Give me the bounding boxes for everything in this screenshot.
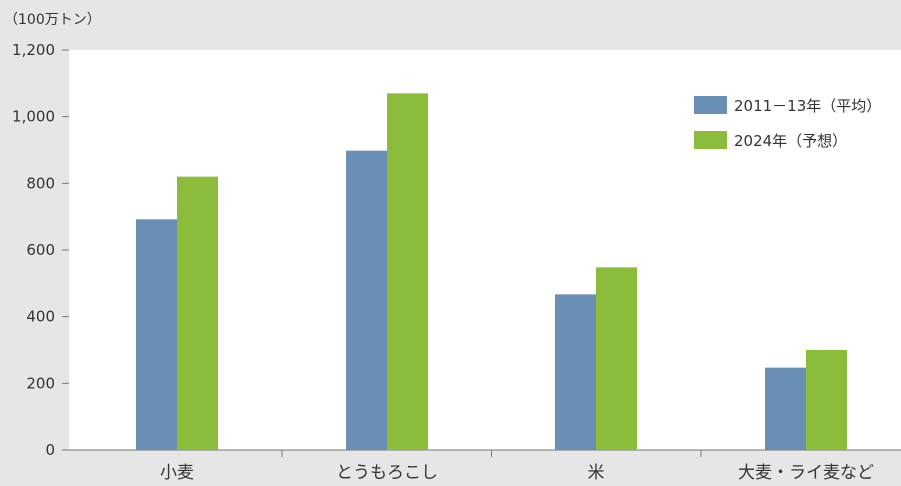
y-tick-label: 400: [26, 308, 55, 326]
x-category-label: 米: [588, 463, 605, 483]
x-category-label: 小麦: [160, 463, 194, 483]
bar-2-2: [387, 93, 428, 450]
x-category-label: 大麦・ライ麦など: [738, 463, 874, 483]
x-axis: 小麦 とうもろこし 米 大麦・ライ麦など: [160, 450, 874, 483]
y-tick-label: 800: [26, 174, 55, 192]
y-tick-label: 1,200: [12, 41, 55, 59]
y-tick-label: 600: [26, 241, 55, 259]
y-tick-label: 1,000: [12, 108, 55, 126]
y-axis: 0 200 400 600 800 1,000 1,200: [12, 41, 69, 459]
bar-1-1: [136, 219, 177, 450]
bar-2-1: [177, 176, 218, 450]
bar-1-4: [765, 367, 806, 450]
legend-swatch-1: [694, 96, 727, 114]
bar-series: [136, 93, 847, 450]
y-tick-label: 200: [26, 374, 55, 392]
bar-2-4: [806, 350, 847, 450]
x-category-label: とうもろこし: [336, 463, 438, 483]
legend-label-2: 2024年（予想）: [734, 132, 847, 150]
bar-1-3: [555, 294, 596, 450]
legend-swatch-2: [694, 131, 727, 149]
legend: 2011－13年（平均） 2024年（予想）: [694, 96, 881, 150]
bar-2-3: [596, 267, 637, 450]
y-unit-label: （100万トン）: [4, 12, 101, 28]
legend-label-1: 2011－13年（平均）: [734, 97, 881, 115]
y-tick-label: 0: [45, 441, 55, 459]
bar-1-2: [346, 150, 387, 450]
